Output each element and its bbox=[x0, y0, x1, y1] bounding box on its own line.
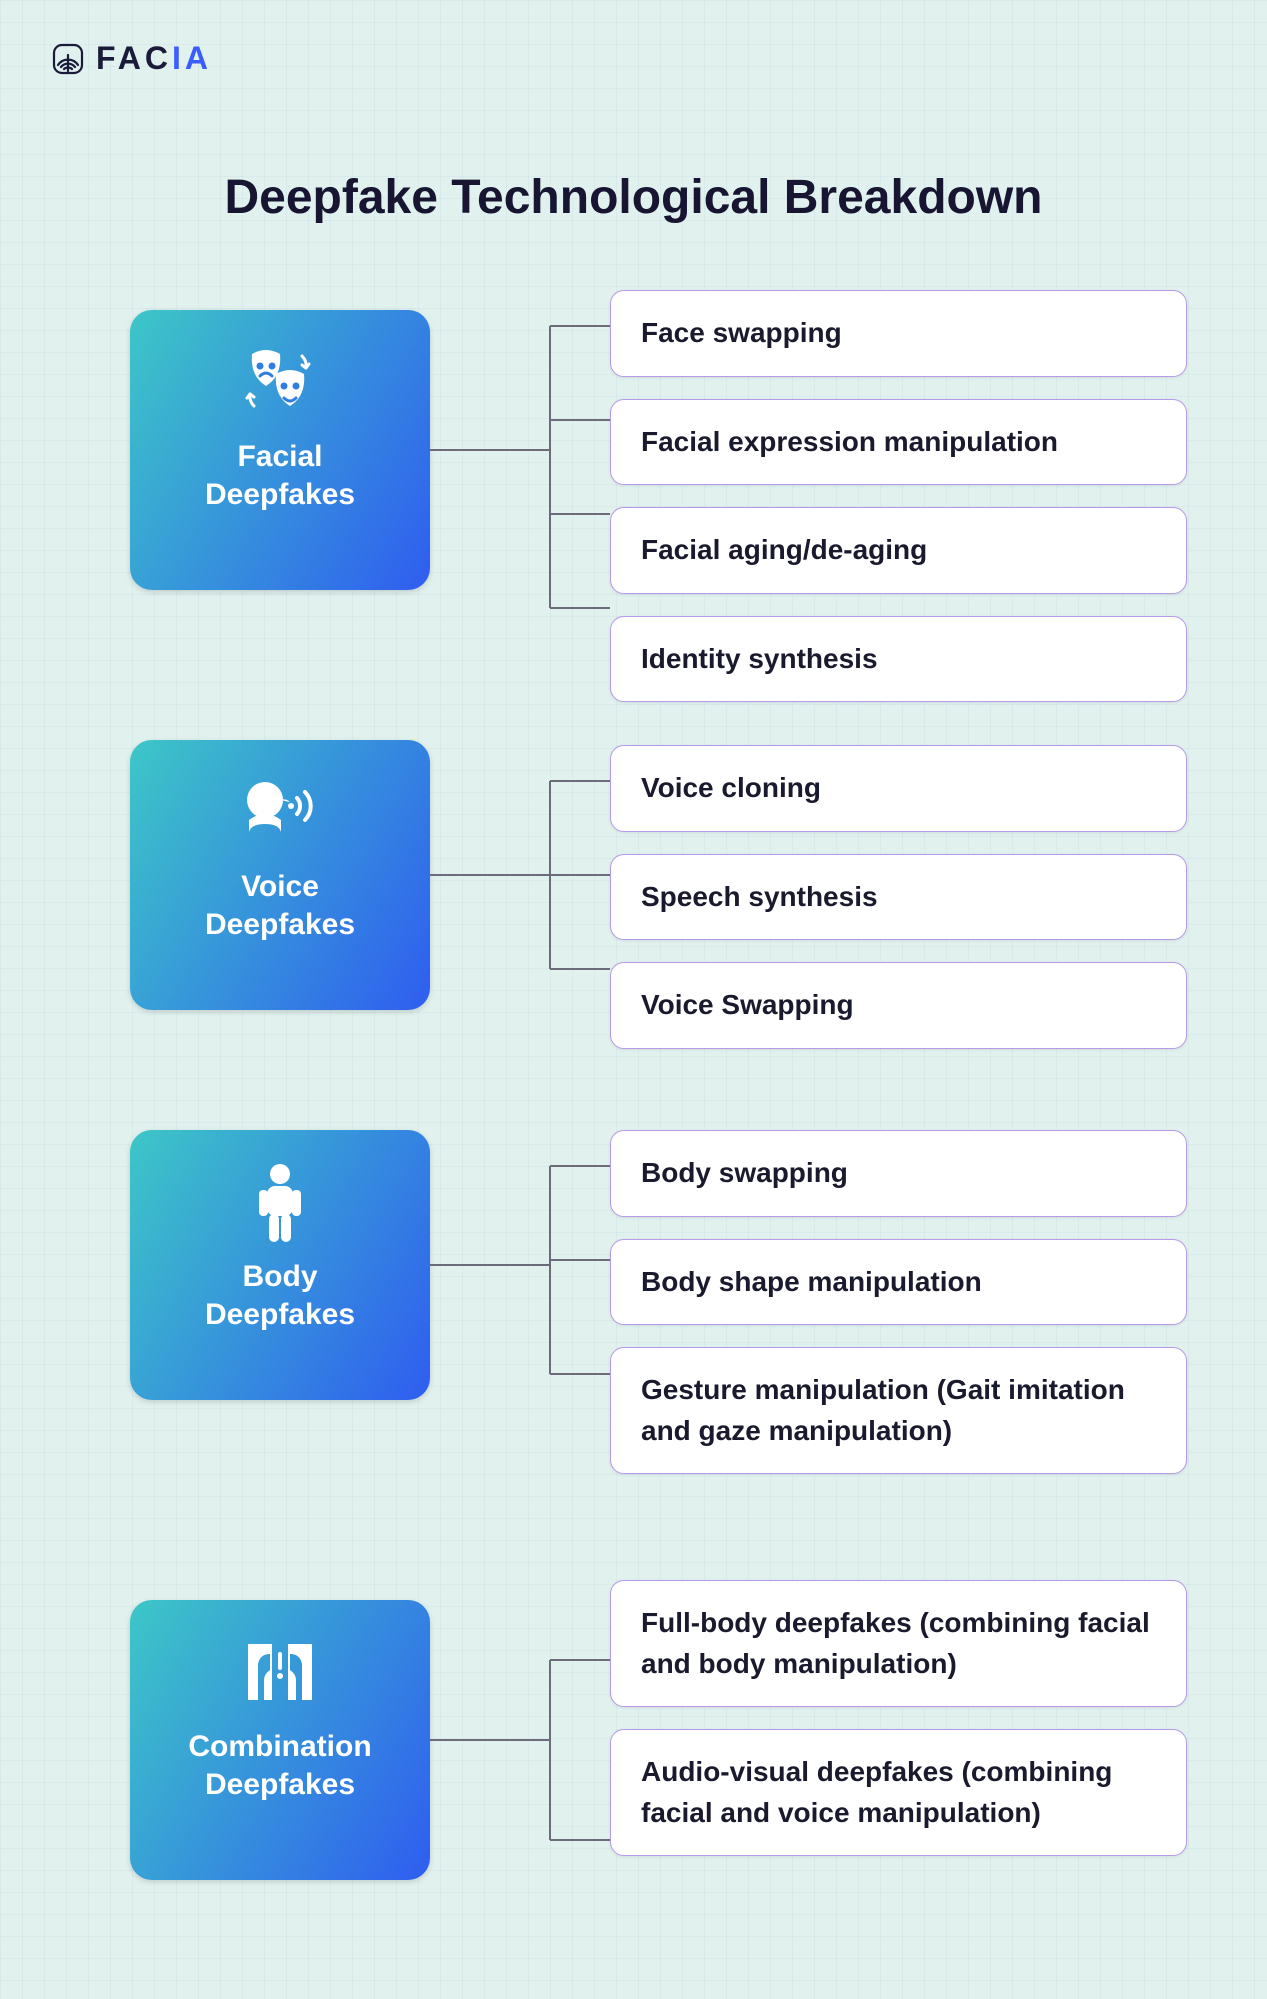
list-item: Speech synthesis bbox=[610, 854, 1187, 941]
list-item: Voice Swapping bbox=[610, 962, 1187, 1049]
list-item: Face swapping bbox=[610, 290, 1187, 377]
category-title: BodyDeepfakes bbox=[205, 1258, 355, 1333]
list-item: Gesture manipulation (Gait imitation and… bbox=[610, 1347, 1187, 1474]
list-item: Facial expression manipulation bbox=[610, 399, 1187, 486]
brand-logo: FACIA bbox=[50, 40, 212, 77]
section-facial: FacialDeepfakes Face swapping Facial expre… bbox=[130, 290, 1187, 690]
category-title: FacialDeepfakes bbox=[205, 438, 355, 513]
connector-lines bbox=[430, 1650, 620, 1850]
section-body: BodyDeepfakes Body swapping Body shape man… bbox=[130, 1130, 1187, 1530]
connector-lines bbox=[430, 771, 620, 979]
list-item: Full-body deepfakes (combining facial an… bbox=[610, 1580, 1187, 1707]
items-list: Body swapping Body shape manipulation Gest… bbox=[610, 1130, 1187, 1474]
items-list: Full-body deepfakes (combining facial an… bbox=[610, 1580, 1187, 1856]
page-title: Deepfake Technological Breakdown bbox=[0, 170, 1267, 225]
voice-icon bbox=[235, 770, 325, 858]
connector-lines bbox=[430, 1156, 620, 1384]
list-item: Body swapping bbox=[610, 1130, 1187, 1217]
fingerprint-icon bbox=[50, 41, 86, 77]
logo-text-suffix: IA bbox=[172, 40, 212, 76]
section-combo: CombinationDeepfakes Full-body deepfakes … bbox=[130, 1580, 1187, 1980]
list-item: Audio-visual deepfakes (combining facial… bbox=[610, 1729, 1187, 1856]
category-title: VoiceDeepfakes bbox=[205, 868, 355, 943]
masks-icon bbox=[230, 340, 330, 428]
category-card-voice: VoiceDeepfakes bbox=[130, 740, 430, 1010]
items-list: Face swapping Facial expression manipulat… bbox=[610, 290, 1187, 702]
items-list: Voice cloning Speech synthesis Voice Swapp… bbox=[610, 745, 1187, 1049]
list-item: Facial aging/de-aging bbox=[610, 507, 1187, 594]
list-item: Identity synthesis bbox=[610, 616, 1187, 703]
list-item: Voice cloning bbox=[610, 745, 1187, 832]
list-item: Body shape manipulation bbox=[610, 1239, 1187, 1326]
combo-icon bbox=[230, 1630, 330, 1718]
person-icon bbox=[245, 1160, 315, 1248]
connector-lines bbox=[430, 316, 620, 618]
category-title: CombinationDeepfakes bbox=[188, 1728, 371, 1803]
category-card-combo: CombinationDeepfakes bbox=[130, 1600, 430, 1880]
logo-text: FACIA bbox=[96, 40, 212, 77]
category-card-body: BodyDeepfakes bbox=[130, 1130, 430, 1400]
logo-text-prefix: FAC bbox=[96, 40, 172, 76]
category-card-facial: FacialDeepfakes bbox=[130, 310, 430, 590]
section-voice: VoiceDeepfakes Voice cloning Speech synthe… bbox=[130, 740, 1187, 1140]
